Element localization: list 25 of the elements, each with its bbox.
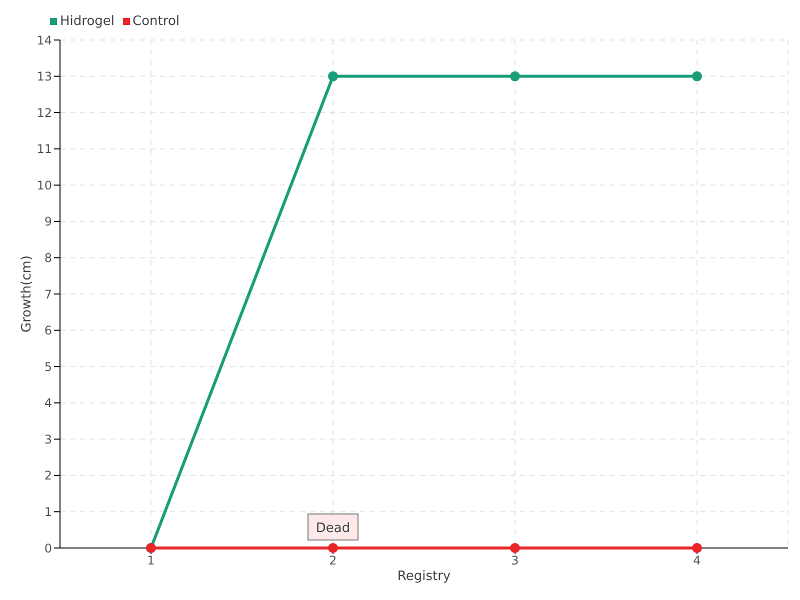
y-tick-label: 14 (36, 33, 52, 48)
note-callout: Dead (308, 514, 358, 540)
y-tick-label: 9 (44, 214, 52, 229)
x-tick-label: 2 (329, 554, 337, 568)
y-tick-label: 3 (44, 432, 52, 446)
y-tick-label: 10 (36, 178, 52, 192)
y-tick-label: 13 (36, 70, 52, 84)
x-tick-label: 1 (147, 554, 155, 568)
annotation: Dead (316, 521, 350, 536)
y-tick-label: 8 (44, 250, 52, 265)
x-tick-label: 3 (511, 554, 519, 568)
y-tick-label: 0 (44, 541, 52, 556)
y-tick-label: 2 (44, 468, 52, 483)
legend-label: Hidrogel (59, 14, 115, 29)
y-tick-label: 5 (44, 360, 52, 374)
x-tick-label: 4 (693, 554, 701, 568)
x-axis-title: Registry (397, 569, 451, 584)
y-tick-label: 11 (36, 142, 52, 156)
y-tick-label: 1 (44, 504, 52, 519)
y-tick-label: 7 (44, 287, 52, 302)
y-tick-label: 6 (44, 324, 52, 338)
legend-label: Control (132, 14, 180, 29)
y-tick-label: 12 (36, 106, 52, 120)
y-axis-title: Growth(cm) (20, 255, 35, 333)
y-tick-label: 4 (44, 396, 52, 410)
